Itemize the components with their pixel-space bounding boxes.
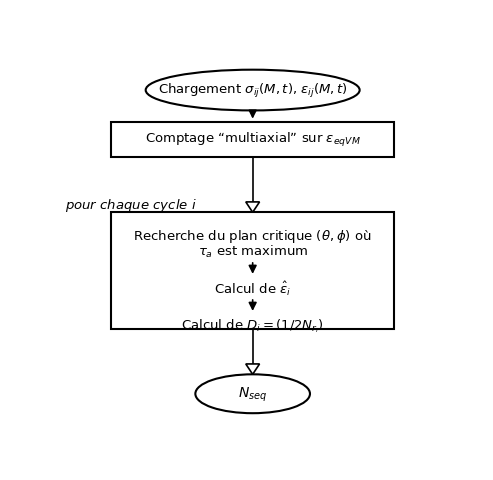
Text: Chargement $\sigma_{ij}(M,t)$, $\varepsilon_{ij}(M,t)$: Chargement $\sigma_{ij}(M,t)$, $\varepsi… (158, 82, 348, 100)
Polygon shape (246, 203, 259, 213)
Text: $N_{seq}$: $N_{seq}$ (238, 385, 267, 403)
Text: $\tau_a$ est maximum: $\tau_a$ est maximum (198, 243, 308, 259)
Text: Recherche du plan critique $(\theta, \phi)$ où: Recherche du plan critique $(\theta, \ph… (134, 227, 372, 244)
Ellipse shape (145, 71, 360, 111)
Polygon shape (246, 364, 259, 374)
Text: Calcul de $D_i = (1/2N_{r_i})$: Calcul de $D_i = (1/2N_{r_i})$ (181, 316, 324, 334)
Bar (111, 122, 394, 157)
Text: Calcul de $\hat{\varepsilon}_i$: Calcul de $\hat{\varepsilon}_i$ (214, 279, 291, 297)
Text: Comptage “multiaxial” sur $\varepsilon_{eqVM}$: Comptage “multiaxial” sur $\varepsilon_{… (145, 131, 360, 149)
Text: pour chaque cycle $i$: pour chaque cycle $i$ (66, 197, 197, 214)
Bar (111, 213, 394, 329)
Ellipse shape (195, 374, 310, 413)
